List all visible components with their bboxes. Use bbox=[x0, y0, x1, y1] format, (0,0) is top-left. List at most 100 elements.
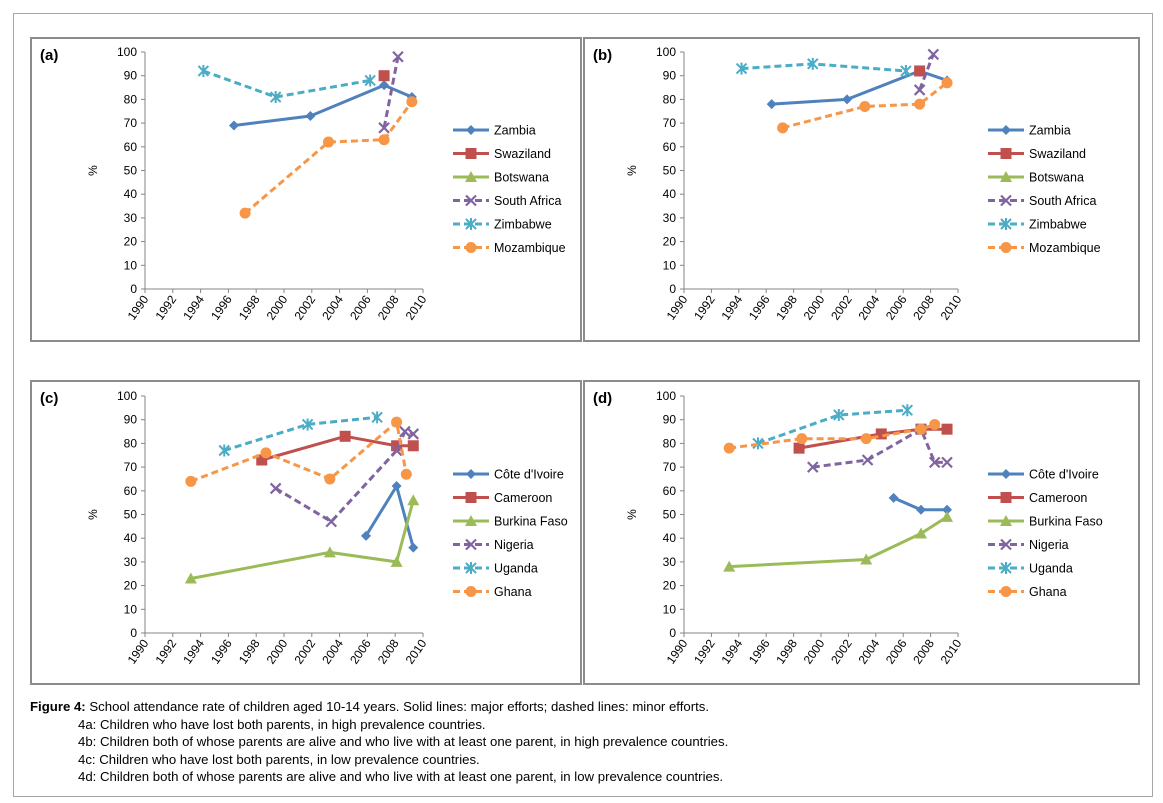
series-swaziland bbox=[914, 65, 926, 77]
x-tick-label: 1996 bbox=[746, 292, 773, 322]
y-tick-label: 0 bbox=[130, 282, 137, 296]
legend-marker-south-africa bbox=[465, 194, 477, 207]
data-point-burkina-faso bbox=[407, 494, 420, 506]
legend-label-mozambique: Mozambique bbox=[1029, 241, 1101, 255]
data-point-zimbabwe bbox=[900, 64, 912, 77]
y-tick-label: 0 bbox=[669, 626, 676, 640]
series-ghana bbox=[723, 418, 941, 454]
y-tick-label: 70 bbox=[124, 116, 138, 130]
y-tick-label: 10 bbox=[124, 602, 138, 616]
data-point-south-africa bbox=[913, 84, 926, 96]
y-tick-label: 80 bbox=[124, 92, 138, 106]
legend-label-zimbabwe: Zimbabwe bbox=[494, 218, 552, 232]
data-point-nigeria bbox=[325, 515, 338, 528]
data-point-nigeria bbox=[807, 461, 819, 473]
data-point-mozambique bbox=[378, 134, 390, 146]
data-point-ghana bbox=[185, 475, 197, 487]
x-tick-label: 1996 bbox=[208, 636, 235, 666]
series-line-south-africa bbox=[918, 53, 935, 91]
legend-label-uganda: Uganda bbox=[494, 562, 538, 576]
data-point-cameroon bbox=[391, 440, 403, 452]
x-tick-label: 2006 bbox=[883, 636, 910, 666]
y-tick-label: 20 bbox=[663, 579, 677, 593]
data-point-zimbabwe bbox=[735, 62, 748, 75]
series-cameroon bbox=[256, 430, 419, 466]
x-tick-label: 2008 bbox=[375, 636, 402, 666]
data-point-c-te-d-ivoire bbox=[391, 481, 402, 492]
legend-marker-mozambique bbox=[1000, 242, 1012, 253]
data-point-zambia bbox=[842, 94, 853, 105]
legend: Zambia Swaziland Botswana South Africa Zimba… bbox=[988, 124, 1101, 255]
x-tick-label: 2006 bbox=[347, 292, 374, 322]
legend: Zambia Swaziland Botswana South Africa Zimba… bbox=[453, 124, 566, 255]
y-tick-label: 0 bbox=[130, 626, 137, 640]
legend-label-zambia: Zambia bbox=[494, 124, 536, 138]
data-point-c-te-d-ivoire bbox=[408, 542, 419, 553]
legend-label-uganda: Uganda bbox=[1029, 562, 1073, 576]
panel-label: (c) bbox=[40, 390, 58, 407]
y-tick-label: 20 bbox=[663, 235, 677, 249]
x-tick-label: 1992 bbox=[691, 636, 718, 666]
sub-caption-c: 4c: Children who have lost both parents,… bbox=[78, 751, 480, 767]
data-point-nigeria bbox=[407, 428, 420, 440]
y-tick-label: 10 bbox=[663, 258, 677, 272]
data-point-burkina-faso bbox=[915, 527, 928, 539]
series-zimbabwe bbox=[735, 57, 912, 77]
x-tick-label: 2002 bbox=[828, 292, 855, 322]
legend-label-burkina-faso: Burkina Faso bbox=[1029, 515, 1103, 529]
legend: Côte d'Ivoire Cameroon Burkina Faso Nigeria… bbox=[453, 468, 568, 599]
figure-caption: Figure 4: School attendance rate of chil… bbox=[30, 698, 1140, 786]
y-tick-label: 40 bbox=[124, 187, 138, 201]
data-point-nigeria bbox=[399, 425, 411, 438]
y-tick-label: 60 bbox=[124, 484, 138, 498]
x-tick-label: 1998 bbox=[773, 292, 800, 322]
data-point-mozambique bbox=[406, 96, 418, 108]
legend-marker-cameroon bbox=[465, 492, 477, 503]
y-axis-label: % bbox=[86, 165, 100, 176]
y-tick-label: 40 bbox=[663, 531, 677, 545]
legend-label-swaziland: Swaziland bbox=[1029, 147, 1086, 161]
data-point-ghana bbox=[915, 423, 927, 435]
x-tick-label: 2002 bbox=[291, 636, 318, 666]
data-point-zambia bbox=[379, 80, 390, 91]
series-line-c-te-d-ivoire bbox=[364, 484, 415, 549]
x-tick-label: 1992 bbox=[152, 292, 179, 322]
y-tick-label: 80 bbox=[663, 436, 677, 450]
legend-marker-uganda bbox=[1000, 562, 1012, 574]
y-tick-label: 40 bbox=[124, 531, 138, 545]
y-tick-label: 80 bbox=[663, 92, 677, 106]
data-point-cameroon bbox=[875, 428, 887, 440]
series-mozambique bbox=[239, 96, 418, 219]
x-tick-label: 2010 bbox=[403, 292, 430, 322]
x-tick-label: 2010 bbox=[938, 292, 965, 322]
y-tick-label: 0 bbox=[669, 282, 676, 296]
data-point-ghana bbox=[929, 418, 941, 430]
legend-label-south-africa: South Africa bbox=[494, 194, 561, 208]
legend-label-mozambique: Mozambique bbox=[494, 241, 566, 255]
x-tick-label: 2008 bbox=[910, 636, 937, 666]
data-point-cameroon bbox=[407, 440, 419, 452]
data-point-zambia bbox=[228, 120, 239, 131]
data-point-ghana bbox=[260, 447, 272, 459]
legend-marker-nigeria bbox=[465, 538, 477, 551]
legend-marker-zimbabwe bbox=[1000, 218, 1012, 230]
y-tick-label: 30 bbox=[124, 555, 138, 569]
data-point-swaziland bbox=[914, 65, 926, 77]
series-uganda bbox=[752, 404, 914, 450]
data-point-mozambique bbox=[914, 98, 926, 110]
series-ghana bbox=[185, 416, 412, 487]
data-point-ghana bbox=[723, 442, 735, 454]
y-tick-label: 20 bbox=[124, 235, 138, 249]
data-point-ghana bbox=[796, 433, 808, 445]
caption-label: Figure 4: bbox=[30, 699, 86, 714]
legend-label-cameroon: Cameroon bbox=[1029, 491, 1087, 505]
series-mozambique bbox=[777, 77, 953, 134]
data-point-nigeria bbox=[861, 454, 874, 466]
legend-label-nigeria: Nigeria bbox=[494, 538, 534, 552]
data-point-swaziland bbox=[378, 70, 390, 82]
legend-marker-mozambique bbox=[465, 242, 477, 253]
data-point-c-te-d-ivoire bbox=[942, 504, 953, 515]
y-tick-label: 60 bbox=[663, 140, 677, 154]
series-line-mozambique bbox=[782, 81, 948, 130]
